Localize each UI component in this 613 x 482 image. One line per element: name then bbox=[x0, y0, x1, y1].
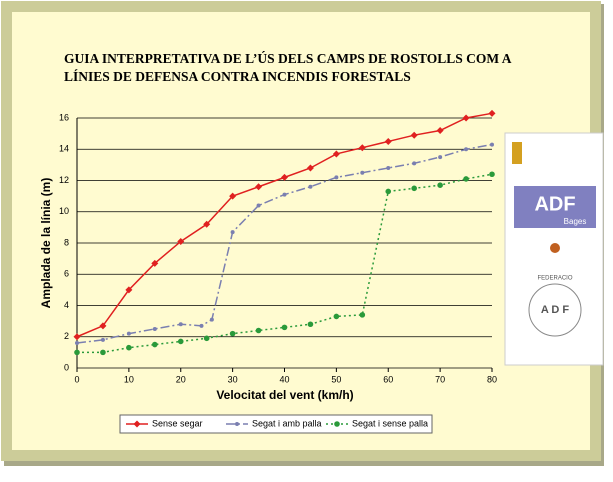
logo-adf bbox=[514, 186, 596, 228]
marker bbox=[436, 127, 444, 134]
marker bbox=[334, 421, 340, 427]
marker bbox=[74, 349, 80, 356]
marker bbox=[308, 184, 313, 189]
logo-flag bbox=[512, 142, 522, 164]
marker bbox=[386, 166, 391, 170]
legend-label: Segat i sense palla bbox=[352, 418, 428, 428]
title-line: GUIA INTERPRETATIVA DE L’ÚS DELS CAMPS D… bbox=[64, 51, 512, 66]
marker bbox=[333, 313, 340, 320]
title-line: LÍNIES DE DEFENSA CONTRA INCENDIS FOREST… bbox=[64, 69, 411, 84]
marker bbox=[235, 422, 239, 426]
x-tick-label: 80 bbox=[487, 374, 497, 384]
marker bbox=[334, 175, 339, 180]
marker bbox=[385, 188, 392, 195]
y-tick-label: 2 bbox=[64, 331, 69, 341]
marker bbox=[73, 333, 81, 341]
marker bbox=[306, 164, 314, 172]
logo-ring bbox=[528, 283, 582, 337]
marker bbox=[152, 341, 158, 348]
logo-text: ADF bbox=[534, 193, 575, 215]
legend-label: Segat i amb palla bbox=[252, 418, 322, 428]
marker bbox=[152, 326, 157, 331]
legend-box bbox=[119, 414, 433, 434]
marker bbox=[412, 161, 417, 166]
slide-bg bbox=[12, 12, 590, 450]
marker bbox=[133, 420, 141, 428]
marker bbox=[360, 170, 365, 175]
marker bbox=[359, 312, 366, 318]
x-tick-label: 60 bbox=[383, 374, 393, 384]
marker bbox=[75, 341, 79, 345]
y-tick-label: 10 bbox=[59, 206, 69, 216]
marker bbox=[488, 109, 496, 117]
marker bbox=[489, 171, 495, 178]
y-tick-label: 14 bbox=[59, 144, 69, 154]
marker bbox=[126, 331, 131, 336]
marker bbox=[100, 349, 106, 356]
x-tick-label: 70 bbox=[435, 374, 445, 384]
marker bbox=[178, 322, 183, 327]
y-tick-label: 4 bbox=[64, 300, 69, 310]
marker bbox=[126, 344, 132, 351]
marker bbox=[99, 322, 107, 330]
logo-bg bbox=[504, 132, 604, 366]
marker bbox=[282, 192, 287, 197]
logo-panel: ADF Bages A D F FEDERACIO bbox=[504, 132, 604, 366]
series-line bbox=[76, 143, 493, 344]
x-axis-label: Velocitat del vent (km/h) bbox=[216, 388, 353, 402]
x-tick-label: 20 bbox=[176, 374, 186, 384]
marker bbox=[125, 286, 133, 294]
logo-text: FEDERACIO bbox=[537, 276, 572, 282]
x-tick-label: 40 bbox=[279, 374, 289, 384]
marker bbox=[464, 147, 469, 152]
marker bbox=[384, 137, 392, 145]
marker bbox=[307, 321, 314, 328]
marker bbox=[203, 220, 211, 228]
legend-label: Sense segar bbox=[152, 418, 203, 428]
y-tick-label: 6 bbox=[64, 269, 69, 279]
logo-text: Bages bbox=[564, 217, 587, 226]
marker bbox=[490, 142, 494, 147]
marker bbox=[281, 173, 288, 181]
y-tick-label: 12 bbox=[59, 175, 69, 185]
x-tick-label: 50 bbox=[331, 374, 341, 384]
marker bbox=[410, 131, 418, 139]
marker bbox=[281, 324, 288, 331]
marker bbox=[332, 150, 340, 158]
marker bbox=[209, 317, 214, 322]
marker bbox=[203, 335, 210, 342]
marker bbox=[255, 327, 262, 334]
marker bbox=[463, 176, 469, 182]
logo-emblem bbox=[550, 243, 560, 253]
marker bbox=[230, 230, 235, 235]
y-tick-label: 8 bbox=[64, 237, 69, 247]
x-tick-label: 30 bbox=[228, 374, 238, 384]
marker bbox=[437, 182, 443, 188]
y-tick-label: 16 bbox=[59, 112, 69, 122]
marker bbox=[177, 237, 185, 245]
marker bbox=[255, 183, 263, 191]
marker bbox=[358, 144, 366, 152]
marker bbox=[229, 192, 237, 200]
marker bbox=[199, 323, 204, 328]
marker bbox=[411, 185, 417, 192]
marker bbox=[438, 155, 443, 160]
marker bbox=[151, 259, 159, 267]
x-tick-label: 10 bbox=[124, 374, 134, 384]
marker bbox=[100, 337, 105, 342]
x-tick-label: 0 bbox=[74, 374, 79, 384]
marker bbox=[462, 114, 470, 122]
y-tick-label: 0 bbox=[64, 362, 69, 372]
marker bbox=[229, 330, 236, 337]
y-axis-label: Amplada de la línia (m) bbox=[39, 178, 53, 309]
marker bbox=[177, 338, 184, 345]
logo-text: A D F bbox=[541, 304, 570, 316]
marker bbox=[256, 203, 261, 208]
